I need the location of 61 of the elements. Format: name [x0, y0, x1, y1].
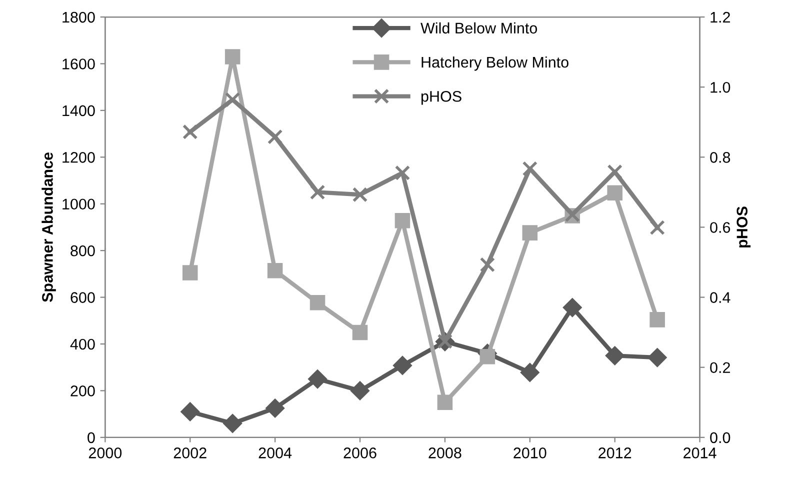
point — [480, 257, 496, 272]
point — [522, 225, 538, 240]
x-tick-label: 2006 — [344, 448, 376, 458]
point — [352, 186, 368, 202]
point — [310, 295, 326, 310]
point — [650, 220, 665, 236]
y-tick-label: 1000 — [62, 198, 95, 210]
x-tick-label: 2000 — [88, 448, 122, 458]
point — [520, 363, 540, 382]
y-tick-label: 1400 — [62, 105, 95, 116]
y-tick-label: 400 — [70, 338, 95, 350]
y2-tick-label: 0.2 — [710, 362, 730, 374]
point — [393, 356, 412, 375]
x-tick-label: 2008 — [428, 448, 462, 458]
y2-tick-label: 1.0 — [710, 82, 730, 93]
point — [352, 324, 368, 340]
y-axis-title: Spawner Abundance — [42, 152, 56, 302]
x-tick-label: 2002 — [174, 448, 206, 458]
point — [223, 414, 242, 433]
point — [182, 124, 198, 140]
y2-tick-label: 0.6 — [710, 222, 730, 233]
y2-tick-label: 0.0 — [710, 432, 730, 444]
point — [224, 92, 240, 108]
point — [607, 185, 622, 201]
y-tick-label: 1200 — [62, 152, 95, 163]
y-tick-label: 200 — [70, 386, 95, 396]
point — [350, 381, 370, 400]
point — [224, 49, 240, 64]
point — [267, 129, 283, 144]
point — [308, 370, 327, 388]
y-tick-label: 600 — [70, 292, 95, 303]
legend-label: Hatchery Below Minto — [422, 56, 568, 71]
point — [437, 394, 453, 410]
point — [606, 346, 624, 365]
x-tick-label: 2004 — [258, 448, 292, 458]
point — [480, 348, 496, 364]
y2-tick-label: 0.8 — [710, 152, 730, 163]
point — [267, 263, 283, 278]
x-tick-label: 2012 — [598, 448, 632, 458]
x-tick-label: 2014 — [684, 448, 716, 458]
point — [607, 164, 622, 180]
y-tick-label: 1600 — [62, 58, 95, 70]
point — [266, 398, 284, 418]
point — [650, 312, 665, 328]
point — [522, 161, 538, 176]
legend-label: Wild Below Minto — [420, 22, 538, 34]
y-tick-label: 0 — [88, 432, 95, 444]
y2-tick-label: 1.2 — [710, 12, 730, 23]
y-tick-label: 800 — [70, 245, 95, 256]
y2-tick-label: 0.4 — [710, 292, 730, 303]
legend-label: pHOS — [421, 90, 462, 105]
point — [648, 348, 667, 367]
y2-axis-title: pHOS — [736, 206, 751, 248]
point — [180, 402, 200, 421]
y-tick-label: 1800 — [62, 12, 95, 23]
point — [394, 165, 410, 181]
point — [182, 265, 198, 280]
point — [394, 213, 410, 228]
point — [310, 184, 326, 200]
x-tick-label: 2010 — [514, 448, 546, 458]
point — [563, 298, 582, 317]
